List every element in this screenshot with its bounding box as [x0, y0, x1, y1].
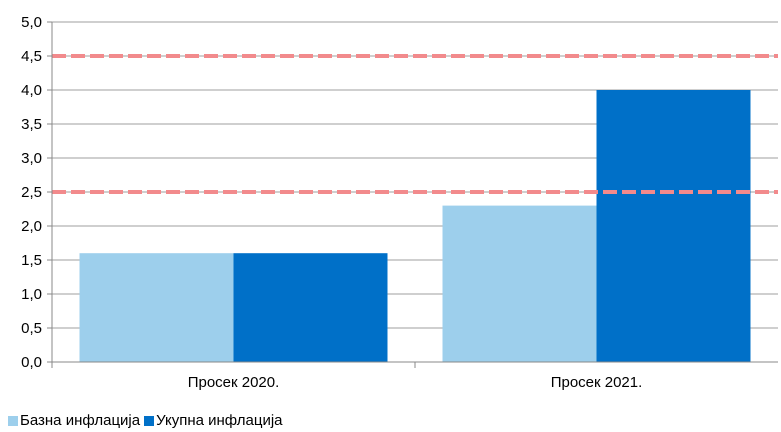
reference-lines: [52, 54, 778, 194]
y-tick-label: 0,5: [21, 320, 42, 337]
bar: [442, 205, 597, 362]
legend-swatch-total-inflation: [144, 415, 155, 426]
y-tick-label: 2,0: [21, 218, 42, 235]
bar: [233, 253, 388, 362]
legend-swatch-base-inflation: [8, 415, 18, 426]
x-tick-label: Просек 2020.: [188, 374, 280, 391]
bar: [596, 90, 751, 362]
x-tick-labels: Просек 2020. Просек 2021.: [188, 374, 643, 391]
y-tick-label: 5,0: [21, 14, 42, 31]
y-tick-label: 3,5: [21, 116, 42, 133]
y-tick-label: 1,0: [21, 286, 42, 303]
bars: [79, 90, 751, 362]
x-tick-label: Просек 2021.: [551, 374, 643, 391]
y-tick-label: 1,5: [21, 252, 42, 269]
legend-item-base-inflation: Базна инфлација: [8, 412, 140, 429]
y-tick-label: 3,0: [21, 150, 42, 167]
y-tick-labels: 0,0 0,5 1,0 1,5 2,0 2,5 3,0 3,5 4,0 4,5 5,0: [21, 14, 42, 371]
axes: [47, 21, 778, 368]
legend-label-base-inflation: Базна инфлација: [20, 412, 141, 429]
legend: Базна инфлација Укупна инфлација: [8, 412, 287, 429]
legend-item-total-inflation: Укупна инфлација: [144, 412, 283, 429]
bar: [79, 253, 234, 362]
y-tick-label: 4,5: [21, 48, 42, 65]
y-tick-label: 4,0: [21, 82, 42, 99]
legend-label-total-inflation: Укупна инфлација: [156, 412, 283, 429]
y-tick-label: 0,0: [21, 354, 42, 371]
y-tick-label: 2,5: [21, 184, 42, 201]
